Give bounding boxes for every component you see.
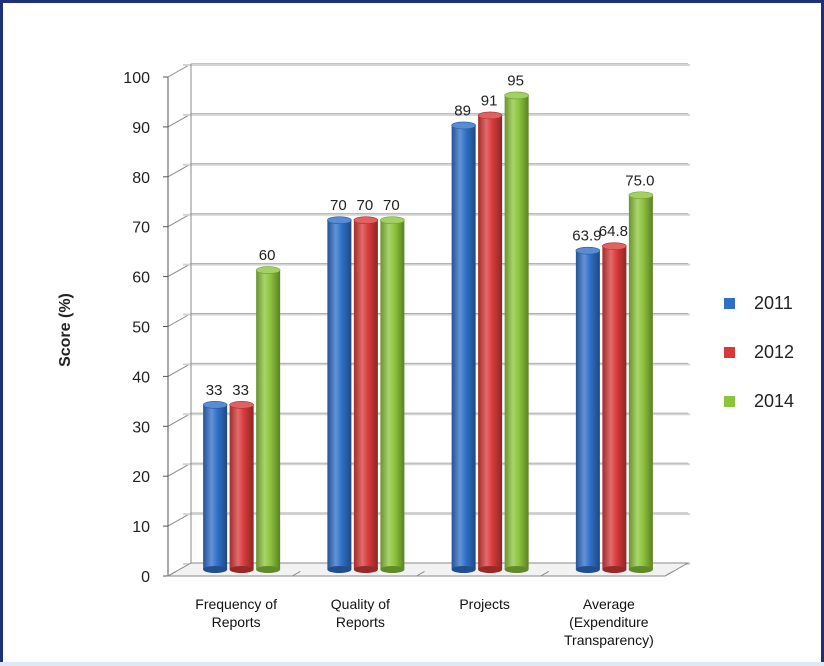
x-tick-label-0-1: Reports: [212, 614, 261, 630]
bar-2014-0: [256, 270, 281, 570]
bar-base-2012-3: [602, 566, 627, 573]
bar-2011-1: [327, 220, 352, 570]
x-tick-label-3-2: Transparency): [564, 632, 654, 648]
bar-top-2011-2: [451, 121, 476, 130]
x-tick-label-3-0: Average: [583, 596, 635, 612]
bar-base-2014-1: [380, 566, 405, 573]
floor-tick-0: [167, 571, 177, 577]
bar-base-2012-0: [229, 566, 254, 573]
bar-top-2012-2: [477, 111, 503, 120]
floor-tick-1: [292, 571, 301, 577]
bar-top-2012-1: [353, 216, 379, 224]
bar-2014-1: [380, 220, 405, 570]
y-tick-label-40: 40: [132, 369, 150, 386]
x-tick-label-1-1: Reports: [336, 614, 385, 630]
bar-2011-3: [575, 250, 600, 570]
data-label-2011-1: 70: [330, 197, 347, 214]
bar-2012-3: [602, 246, 627, 570]
bar-top-2014-3: [628, 191, 654, 200]
bar-top-2012-0: [229, 401, 254, 409]
gridline-diagonal-20: [167, 462, 192, 477]
bar-2012-0: [229, 404, 254, 570]
data-label-2014-3: 75.0: [625, 172, 654, 189]
gridline-diagonal-100: [167, 63, 192, 78]
x-tick-label-0-0: Frequency of: [195, 596, 277, 612]
floor-tick-2: [416, 571, 425, 577]
legend-item-2014: 2014: [724, 386, 794, 416]
y-tick-label-60: 60: [132, 270, 150, 287]
legend-label-2014: 2014: [754, 390, 795, 411]
y-tick-label-20: 20: [132, 469, 150, 486]
gridline-diagonal-10: [167, 512, 192, 527]
gridline-diagonal-60: [167, 263, 192, 278]
data-label-2012-1: 70: [357, 197, 374, 214]
gridline-diagonal-30: [167, 412, 192, 427]
bar-base-2014-2: [504, 566, 529, 573]
data-label-2014-0: 60: [259, 247, 276, 264]
legend-label-2012: 2012: [754, 341, 795, 362]
data-label-2012-3: 64.8: [599, 223, 628, 240]
bar-top-2011-0: [202, 401, 228, 409]
data-label-2011-3: 63.9: [572, 228, 601, 245]
y-tick-label-50: 50: [132, 320, 150, 337]
y-tick-label-30: 30: [132, 419, 150, 436]
x-tick-label-2-0: Projects: [459, 596, 510, 612]
bar-top-2014-2: [504, 91, 529, 100]
bar-2011-2: [451, 125, 476, 570]
bar-base-2014-3: [628, 566, 653, 573]
x-tick-label-3-1: (Expenditure: [569, 614, 649, 630]
gridline-diagonal-90: [167, 113, 192, 128]
data-label-2012-2: 91: [481, 92, 498, 109]
data-label-2014-1: 70: [383, 197, 400, 214]
bar-base-2014-0: [256, 566, 281, 573]
y-tick-label-0: 0: [141, 569, 150, 586]
bar-top-2012-3: [602, 242, 627, 250]
data-label-2014-2: 95: [507, 72, 524, 89]
y-tick-label-100: 100: [123, 70, 150, 87]
y-tick-label-10: 10: [132, 519, 150, 536]
bar-base-2011-0: [203, 566, 228, 573]
legend-item-2011: 2011: [724, 288, 794, 318]
gridline-diagonal-40: [167, 362, 192, 377]
legend-swatch-2014: [724, 395, 735, 407]
gridline-diagonal-80: [167, 163, 192, 178]
bar-2014-2: [504, 95, 529, 570]
legend-swatch-2012: [724, 346, 735, 358]
y-axis-title: Score (%): [57, 293, 74, 367]
gridline-diagonal-50: [167, 313, 192, 327]
bar-top-2011-1: [327, 216, 352, 224]
bar-base-2012-2: [478, 566, 503, 573]
bar-2012-2: [478, 115, 503, 570]
floor-tick-3: [540, 571, 550, 577]
y-tick-label-80: 80: [132, 170, 150, 187]
bottom-strip: [0, 662, 824, 666]
legend: 2011 2012 2014: [724, 288, 794, 435]
bar-base-2011-2: [451, 566, 476, 573]
y-tick-label-70: 70: [132, 220, 150, 237]
bar-2011-0: [203, 404, 228, 570]
bar-base-2011-1: [327, 566, 352, 573]
floor-tick-4: [664, 571, 674, 577]
bar-2014-3: [628, 195, 653, 570]
bar-2012-1: [353, 220, 378, 570]
x-tick-label-1-0: Quality of: [331, 596, 390, 612]
legend-label-2011: 2011: [754, 292, 793, 313]
bar-base-2012-1: [353, 566, 378, 573]
data-label-2011-0: 33: [206, 382, 223, 399]
gridline-diagonal-70: [167, 213, 192, 228]
bar-base-2011-3: [575, 566, 600, 573]
data-label-2011-2: 89: [454, 102, 471, 119]
data-label-2012-0: 33: [232, 382, 249, 399]
bar-top-2014-0: [255, 266, 281, 274]
y-tick-label-90: 90: [132, 120, 150, 137]
legend-swatch-2011: [724, 297, 735, 309]
bar-top-2014-1: [380, 216, 405, 224]
legend-item-2012: 2012: [724, 337, 794, 367]
bar-top-2011-3: [575, 246, 601, 255]
